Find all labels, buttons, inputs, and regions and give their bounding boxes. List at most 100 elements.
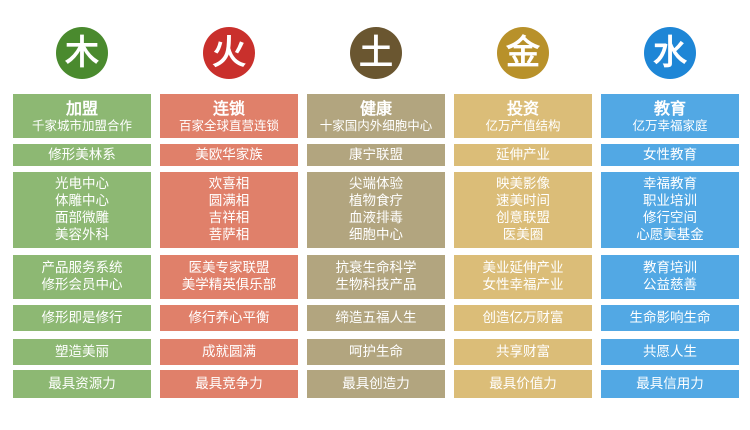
service-item: 美容外科: [55, 227, 109, 243]
strength-label: 最具竞争力: [195, 375, 263, 392]
goal-label: 塑造美丽: [55, 343, 109, 360]
strength-label: 最具信用力: [636, 375, 704, 392]
motto-cell: 缔造五福人生: [307, 305, 445, 331]
services-cell: 尖端体验 植物食疗 血液排毒 细胞中心: [307, 172, 445, 248]
earth-element-badge: 土: [350, 27, 402, 79]
goal-cell: 成就圆满: [160, 339, 298, 365]
system-item: 美学精英俱乐部: [181, 277, 277, 293]
header-subtitle: 亿万幸福家庭: [632, 117, 708, 133]
header-subtitle: 十家国内外细胞中心: [319, 117, 433, 133]
brand-cell: 女性教育: [601, 144, 739, 166]
service-item: 欢喜相: [208, 176, 250, 192]
brand-label: 女性教育: [643, 146, 697, 163]
motto-label: 修形即是修行: [41, 309, 123, 326]
service-item: 尖端体验: [349, 176, 403, 192]
services-cell: 欢喜相 圆满相 吉祥相 菩萨相: [160, 172, 298, 248]
system-item: 美业延伸产业: [482, 260, 564, 276]
service-item: 细胞中心: [349, 227, 403, 243]
strength-cell: 最具信用力: [601, 370, 739, 398]
strength-cell: 最具创造力: [307, 370, 445, 398]
systems-cell: 教育培训 公益慈善: [601, 255, 739, 299]
metal-element-badge: 金: [497, 27, 549, 79]
brand-cell: 康宁联盟: [307, 144, 445, 166]
brand-cell: 美欧华家族: [160, 144, 298, 166]
service-item: 映美影像: [496, 176, 550, 192]
wood-element-badge: 木: [56, 27, 108, 79]
brand-label: 康宁联盟: [349, 146, 403, 163]
motto-label: 修行养心平衡: [188, 309, 270, 326]
header-cell: 加盟 千家城市加盟合作: [13, 94, 151, 138]
header-cell: 投资 亿万产值结构: [454, 94, 592, 138]
strength-cell: 最具资源力: [13, 370, 151, 398]
water-element-badge: 水: [644, 27, 696, 79]
service-item: 光电中心: [55, 176, 109, 192]
system-item: 医美专家联盟: [188, 260, 270, 276]
service-item: 体雕中心: [55, 193, 109, 209]
header-title: 健康: [359, 98, 392, 118]
service-item: 面部微雕: [55, 210, 109, 226]
service-item: 医美圈: [502, 227, 544, 243]
goal-cell: 塑造美丽: [13, 339, 151, 365]
services-cell: 幸福教育 职业培训 修行空间 心愿美基金: [601, 172, 739, 248]
header-subtitle: 亿万产值结构: [485, 117, 561, 133]
motto-cell: 生命影响生命: [601, 305, 739, 331]
brand-label: 美欧华家族: [195, 146, 263, 163]
service-item: 速美时间: [496, 193, 550, 209]
motto-label: 缔造五福人生: [335, 309, 417, 326]
brand-label: 延伸产业: [496, 146, 550, 163]
service-item: 血液排毒: [349, 210, 403, 226]
system-item: 教育培训: [643, 260, 697, 276]
system-item: 女性幸福产业: [482, 277, 564, 293]
header-cell: 健康 十家国内外细胞中心: [307, 94, 445, 138]
goal-cell: 共享财富: [454, 339, 592, 365]
service-item: 圆满相: [208, 193, 250, 209]
goal-label: 共享财富: [496, 343, 550, 360]
systems-cell: 医美专家联盟 美学精英俱乐部: [160, 255, 298, 299]
service-item: 心愿美基金: [636, 227, 704, 243]
motto-cell: 创造亿万财富: [454, 305, 592, 331]
service-item: 幸福教育: [643, 176, 697, 192]
motto-label: 生命影响生命: [629, 309, 711, 326]
goal-label: 成就圆满: [202, 343, 256, 360]
header-title: 连锁: [212, 98, 245, 118]
strength-cell: 最具竞争力: [160, 370, 298, 398]
system-item: 抗衰生命科学: [335, 260, 417, 276]
header-cell: 连锁 百家全球直营连锁: [160, 94, 298, 138]
service-item: 植物食疗: [349, 193, 403, 209]
system-item: 修形会员中心: [41, 277, 123, 293]
strength-label: 最具创造力: [342, 375, 410, 392]
service-item: 创意联盟: [496, 210, 550, 226]
header-subtitle: 千家城市加盟合作: [31, 117, 132, 133]
goal-cell: 共愿人生: [601, 339, 739, 365]
systems-cell: 产品服务系统 修形会员中心: [13, 255, 151, 299]
service-item: 吉祥相: [208, 210, 250, 226]
fire-element-badge: 火: [203, 27, 255, 79]
header-title: 投资: [506, 98, 539, 118]
systems-cell: 美业延伸产业 女性幸福产业: [454, 255, 592, 299]
goal-label: 呵护生命: [349, 343, 403, 360]
brand-cell: 延伸产业: [454, 144, 592, 166]
header-title: 教育: [653, 98, 686, 118]
system-item: 公益慈善: [643, 277, 697, 293]
brand-cell: 修形美林系: [13, 144, 151, 166]
strength-cell: 最具价值力: [454, 370, 592, 398]
motto-cell: 修行养心平衡: [160, 305, 298, 331]
header-cell: 教育 亿万幸福家庭: [601, 94, 739, 138]
goal-label: 共愿人生: [643, 343, 697, 360]
strength-label: 最具价值力: [489, 375, 557, 392]
services-cell: 映美影像 速美时间 创意联盟 医美圈: [454, 172, 592, 248]
service-item: 修行空间: [643, 210, 697, 226]
brand-label: 修形美林系: [48, 146, 116, 163]
motto-label: 创造亿万财富: [482, 309, 564, 326]
strength-label: 最具资源力: [48, 375, 116, 392]
motto-cell: 修形即是修行: [13, 305, 151, 331]
system-item: 生物科技产品: [335, 277, 417, 293]
header-subtitle: 百家全球直营连锁: [178, 117, 279, 133]
systems-cell: 抗衰生命科学 生物科技产品: [307, 255, 445, 299]
service-item: 职业培训: [643, 193, 697, 209]
system-item: 产品服务系统: [41, 260, 123, 276]
goal-cell: 呵护生命: [307, 339, 445, 365]
services-cell: 光电中心 体雕中心 面部微雕 美容外科: [13, 172, 151, 248]
header-title: 加盟: [65, 98, 98, 118]
service-item: 菩萨相: [208, 227, 250, 243]
